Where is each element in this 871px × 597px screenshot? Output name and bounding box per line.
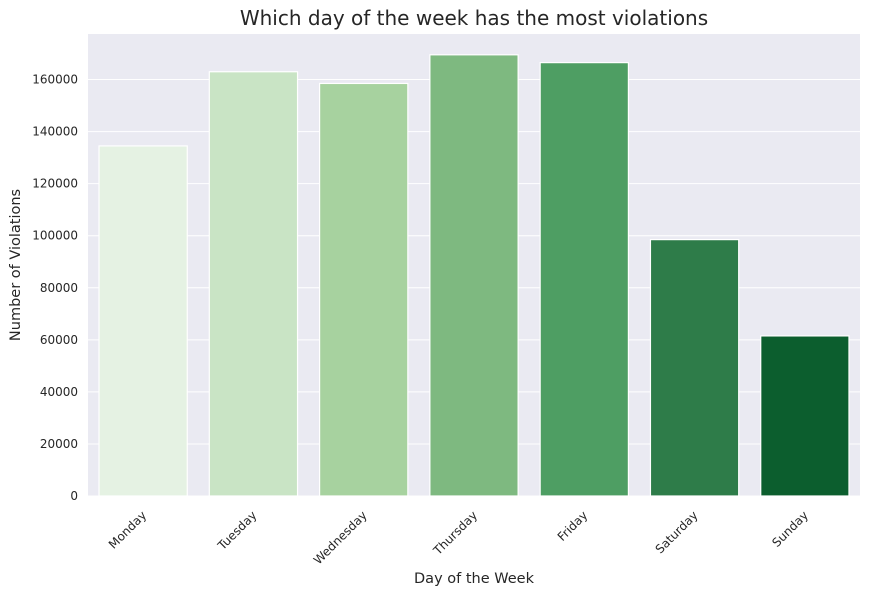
bar-friday	[539, 62, 630, 497]
bar-wednesday	[319, 82, 409, 497]
y-axis-ticks: 0 20000 40000 60000 80000 100000 120000 140000 1…	[32, 73, 78, 503]
x-tick-label: Friday	[555, 508, 591, 544]
bar-thursday	[429, 54, 519, 497]
chart-title: Which day of the week has the most viola…	[240, 6, 708, 30]
x-axis-label: Day of the Week	[414, 571, 535, 587]
bar-monday	[98, 145, 188, 497]
y-tick-label: 140000	[32, 125, 78, 139]
bars	[98, 54, 850, 497]
y-tick-label: 80000	[40, 281, 78, 295]
y-tick-label: 160000	[32, 73, 78, 87]
y-tick-label: 120000	[32, 177, 78, 191]
x-tick-label: Wednesday	[311, 508, 370, 567]
y-tick-label: 100000	[32, 229, 78, 243]
y-tick-label: 40000	[40, 385, 78, 399]
bar-saturday	[649, 239, 740, 497]
y-axis-label: Number of Violations	[8, 189, 24, 341]
x-tick-label: Saturday	[653, 508, 701, 556]
x-axis-ticks: Monday Tuesday Wednesday Thursday Friday Satu…	[106, 508, 811, 567]
x-tick-label: Thursday	[430, 508, 480, 558]
x-tick-label: Monday	[106, 508, 149, 551]
bar-sunday	[760, 335, 850, 497]
y-tick-label: 0	[70, 489, 78, 503]
y-tick-label: 60000	[40, 333, 78, 347]
x-tick-label: Sunday	[769, 508, 811, 550]
bar-tuesday	[208, 71, 299, 497]
y-tick-label: 20000	[40, 437, 78, 451]
x-tick-label: Tuesday	[214, 508, 259, 553]
